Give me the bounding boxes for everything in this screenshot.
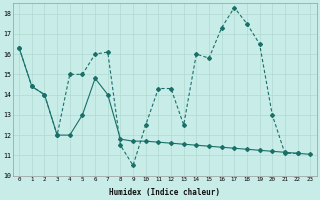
X-axis label: Humidex (Indice chaleur): Humidex (Indice chaleur) [109,188,220,197]
